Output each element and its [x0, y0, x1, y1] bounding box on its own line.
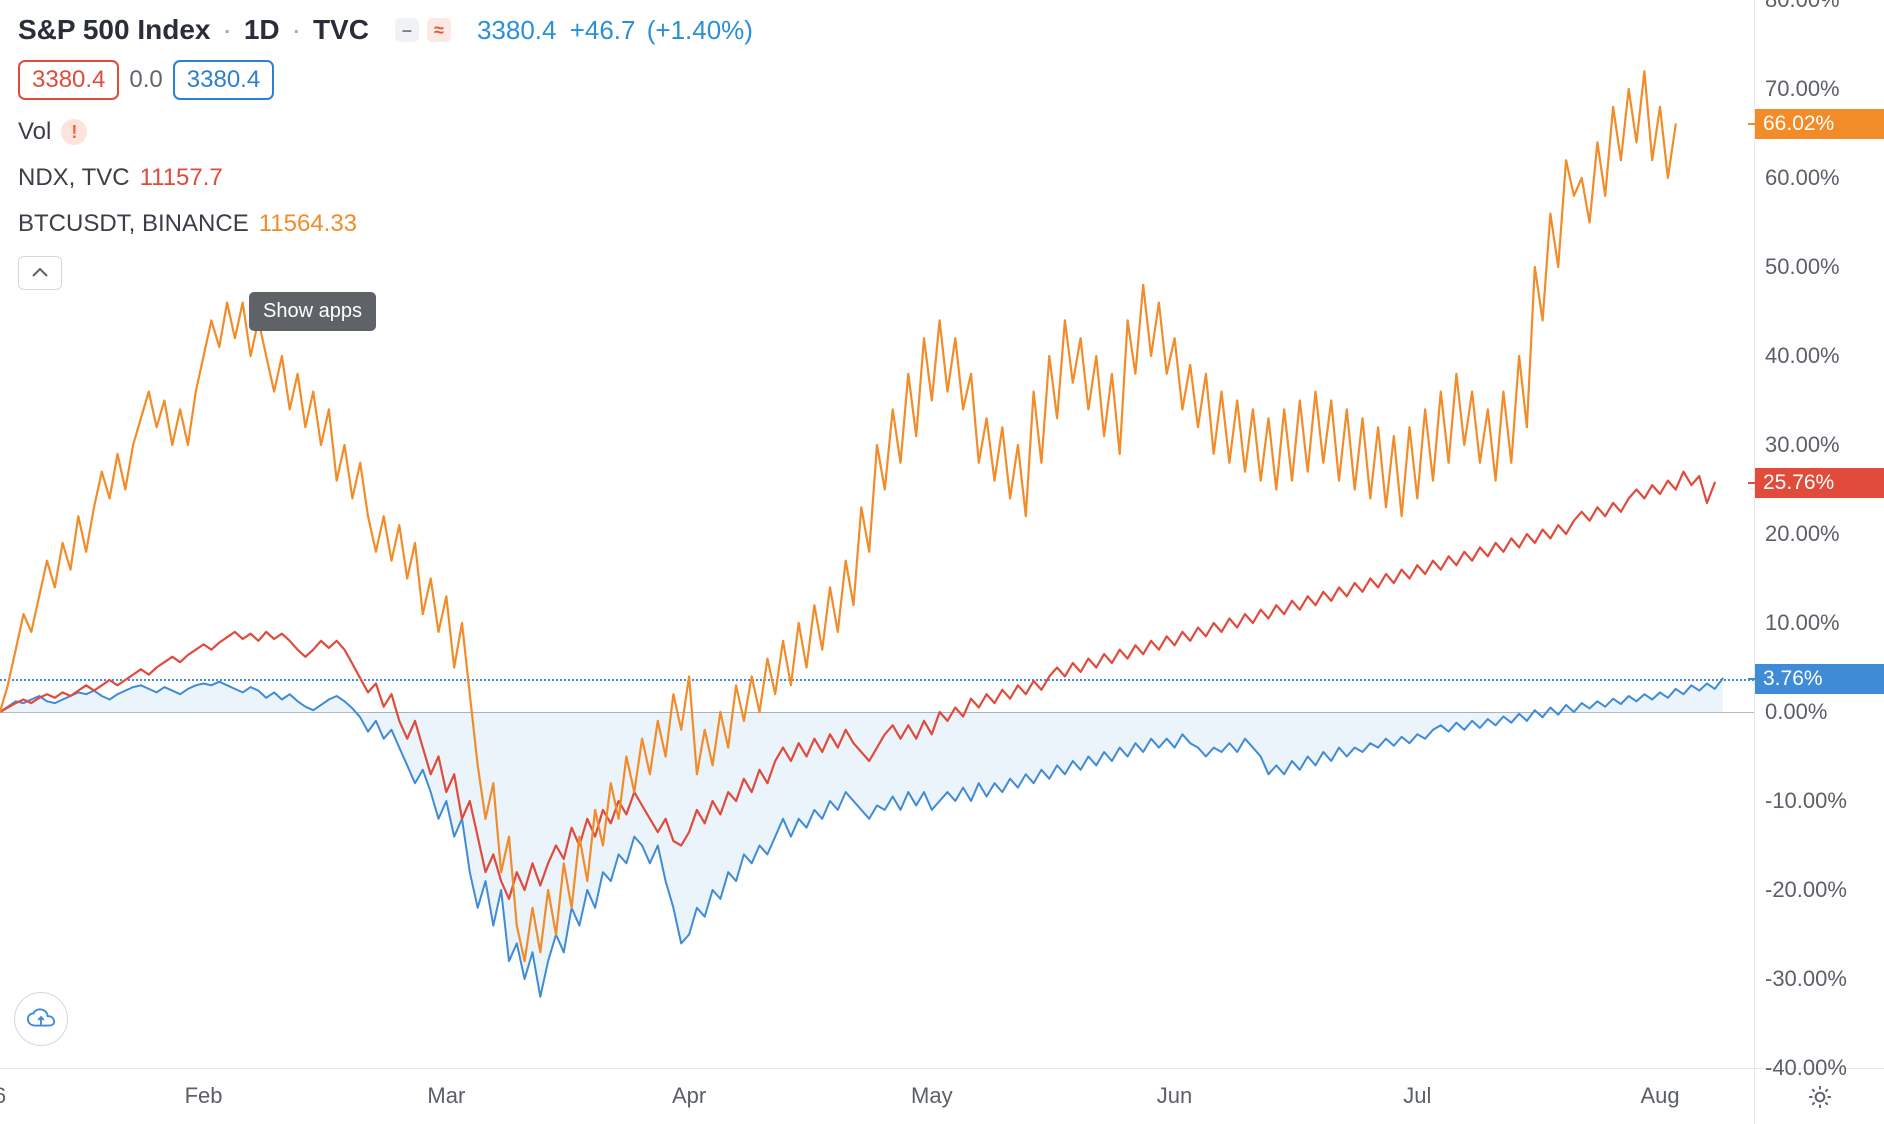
change-absolute: +46.7 [570, 15, 636, 45]
y-axis-value-badge: 3.76% [1755, 664, 1884, 694]
series-toggle-dash-pill[interactable]: – [395, 18, 419, 42]
y-axis-tick: -10.00% [1765, 788, 1847, 814]
separator-dot: · [292, 14, 301, 46]
price-box-open: 3380.4 [18, 60, 119, 100]
chart-root: S&P 500 Index · 1D · TVC – ≈ 3380.4 +46.… [0, 0, 1884, 1124]
y-axis-tick: 20.00% [1765, 521, 1840, 547]
x-axis-tick: Aug [1640, 1083, 1679, 1109]
compare-row-btc[interactable]: BTCUSDT, BINANCE 11564.33 [18, 210, 753, 238]
symbol-header: S&P 500 Index · 1D · TVC – ≈ 3380.4 +46.… [18, 14, 753, 290]
symbol-title-row: S&P 500 Index · 1D · TVC – ≈ 3380.4 +46.… [18, 14, 753, 46]
y-axis-tick: -30.00% [1765, 966, 1847, 992]
series-line-ndx [0, 472, 1715, 899]
y-axis-tick: 0.00% [1765, 699, 1827, 725]
y-axis-tick: -40.00% [1765, 1055, 1847, 1081]
compare-value-btc: 11564.33 [259, 210, 357, 238]
x-axis[interactable]: 6 Feb Mar Apr May Jun Jul Aug [0, 1069, 1754, 1124]
price-mid-plain: 0.0 [129, 66, 162, 94]
collapse-legend-button[interactable] [18, 256, 62, 290]
ohlc-row: 3380.4 0.0 3380.4 [18, 60, 753, 100]
y-axis[interactable]: -40.00%-30.00%-20.00%-10.00%0.00%10.00%2… [1754, 0, 1884, 1068]
show-apps-tooltip: Show apps [249, 292, 376, 331]
y-axis-tick: 80.00% [1765, 0, 1840, 13]
y-axis-tick: -20.00% [1765, 877, 1847, 903]
compare-value-ndx: 11157.7 [140, 164, 223, 192]
chevron-up-icon [32, 267, 48, 279]
last-price: 3380.4 [477, 15, 557, 45]
cloud-icon [26, 1008, 56, 1030]
x-axis-tick: May [911, 1083, 953, 1109]
price-box-close: 3380.4 [173, 60, 274, 100]
compare-symbol-ndx: NDX, TVC [18, 164, 130, 192]
x-axis-tick: Apr [672, 1083, 706, 1109]
x-axis-tick: Feb [185, 1083, 223, 1109]
x-axis-tick: Jun [1157, 1083, 1192, 1109]
interval-label[interactable]: 1D [244, 14, 280, 46]
separator-dot: · [222, 14, 231, 46]
series-area-spx [0, 679, 1723, 997]
price-change-block: 3380.4 +46.7 (+1.40%) [477, 15, 753, 46]
y-axis-tick: 60.00% [1765, 165, 1840, 191]
y-axis-value-badge: 66.02% [1755, 109, 1884, 139]
exchange-label[interactable]: TVC [313, 14, 369, 46]
change-percent: (+1.40%) [647, 15, 753, 45]
series-toggle-approx-pill[interactable]: ≈ [427, 18, 451, 42]
gear-icon [1807, 1084, 1833, 1110]
volume-row: Vol ! [18, 118, 753, 146]
compare-symbol-btc: BTCUSDT, BINANCE [18, 210, 249, 238]
cloud-save-button[interactable] [14, 992, 68, 1046]
y-axis-tick: 30.00% [1765, 432, 1840, 458]
y-axis-tick: 50.00% [1765, 254, 1840, 280]
x-axis-tick: Jul [1403, 1083, 1431, 1109]
x-axis-tick: Mar [427, 1083, 465, 1109]
y-axis-value-badge: 25.76% [1755, 468, 1884, 498]
x-axis-tick: 6 [0, 1083, 6, 1109]
y-axis-tick: 40.00% [1765, 343, 1840, 369]
volume-label: Vol [18, 118, 51, 146]
compare-row-ndx[interactable]: NDX, TVC 11157.7 [18, 164, 753, 192]
symbol-name[interactable]: S&P 500 Index [18, 14, 210, 46]
y-axis-tick: 10.00% [1765, 610, 1840, 636]
y-axis-tick: 70.00% [1765, 76, 1840, 102]
volume-warning-icon[interactable]: ! [61, 119, 87, 145]
